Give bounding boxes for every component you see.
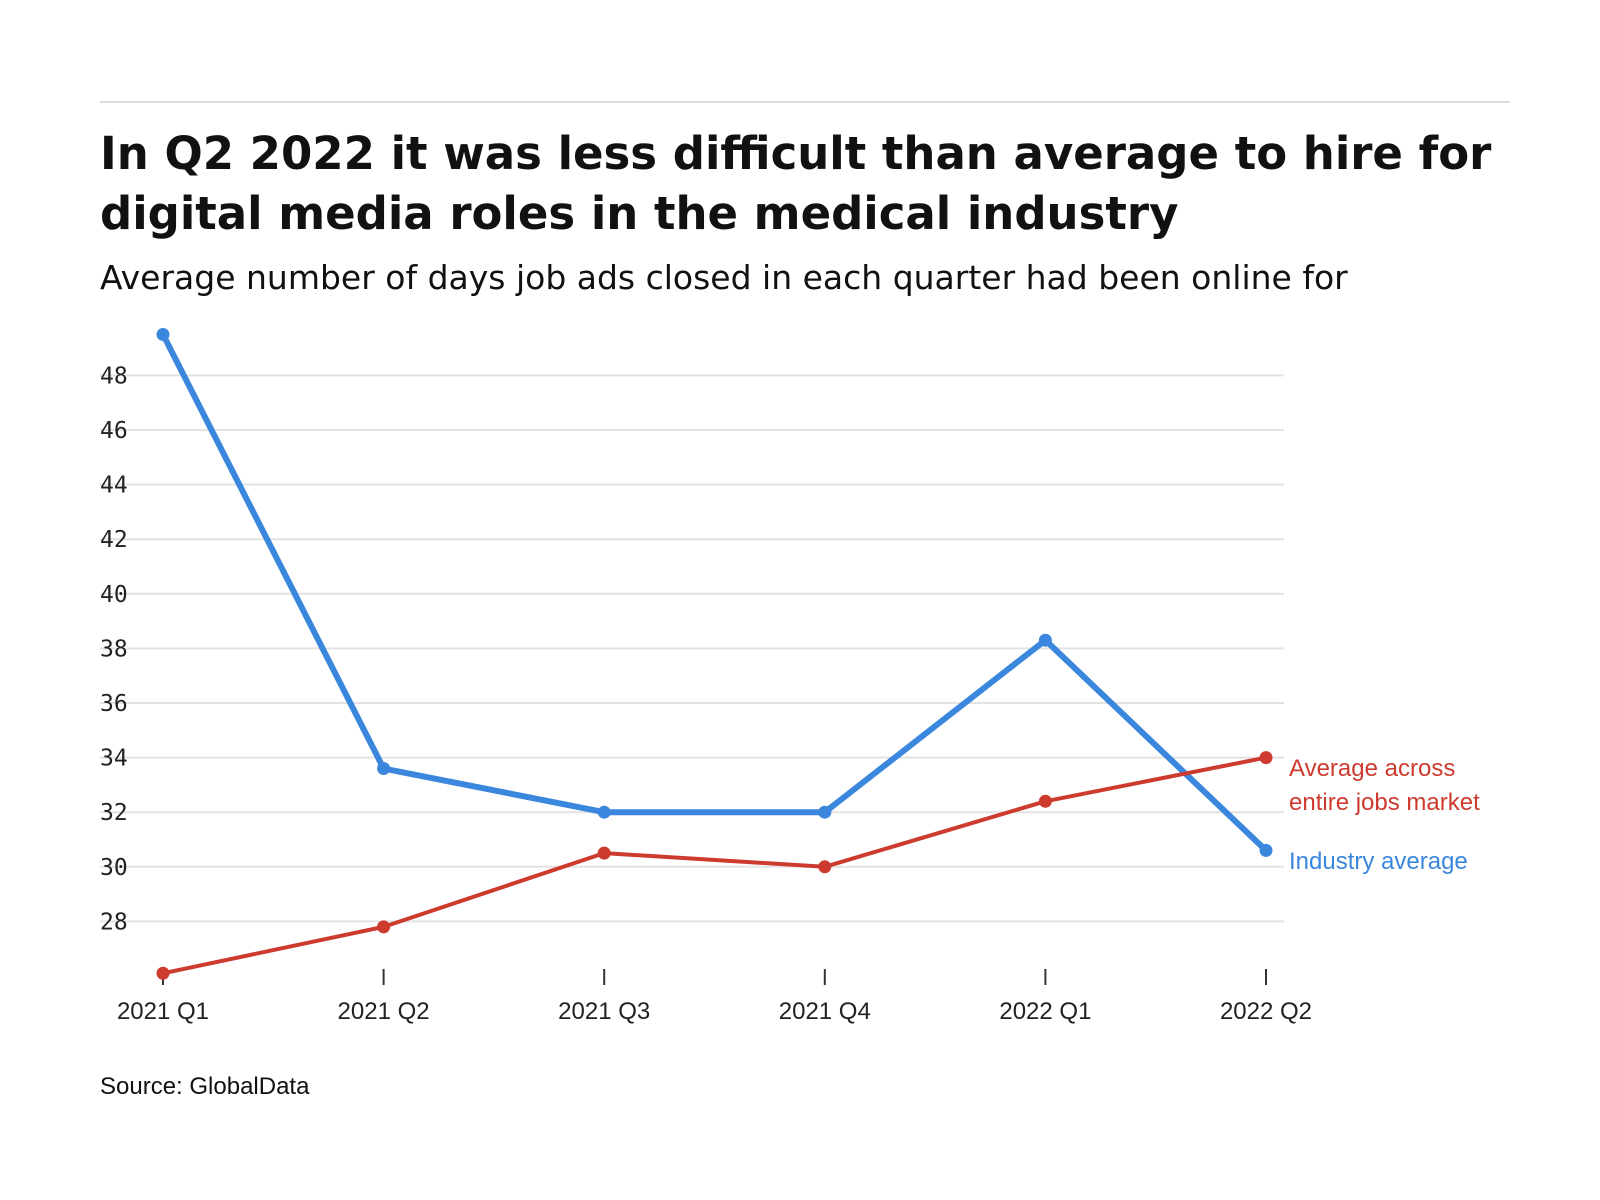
y-tick-label: 46 (100, 418, 128, 444)
x-axis-ticks: 2021 Q1 2021 Q2 2021 Q3 2021 Q4 2022 Q1 2022 … (117, 969, 1312, 1025)
x-tick-label: 2021 Q3 (558, 998, 650, 1025)
data-point (377, 762, 391, 776)
y-tick-label: 28 (100, 909, 128, 935)
data-point (818, 860, 832, 874)
source-note: Source: GlobalData (100, 1073, 310, 1100)
data-point (156, 327, 170, 341)
label-industry-average: Industry average (1289, 848, 1468, 875)
y-axis-ticks: 28 30 32 34 36 38 40 42 44 46 48 (100, 363, 128, 935)
y-tick-label: 38 (100, 636, 128, 662)
x-tick-label: 2022 Q2 (1220, 998, 1312, 1025)
x-tick-label: 2021 Q2 (338, 998, 430, 1025)
series-labels: Industry average Average across entire job… (1289, 755, 1480, 875)
y-tick-label: 32 (100, 800, 128, 826)
data-point (1259, 843, 1273, 857)
series-line (161, 755, 1268, 976)
y-tick-label: 30 (100, 855, 128, 881)
data-point (818, 805, 832, 819)
gridlines (100, 374, 1284, 923)
y-tick-label: 34 (100, 746, 128, 772)
top-rule (100, 101, 1510, 103)
data-point (597, 805, 611, 819)
y-tick-label: 44 (100, 473, 128, 499)
x-tick-label: 2022 Q1 (999, 998, 1091, 1025)
y-tick-label: 48 (100, 363, 128, 389)
series-lines (156, 327, 1273, 980)
series-market-average (156, 751, 1273, 980)
x-tick-label: 2021 Q1 (117, 998, 209, 1025)
label-market-average-line: Average across (1289, 755, 1455, 782)
y-tick-label: 36 (100, 691, 128, 717)
label-market-average-line: entire jobs market (1289, 789, 1480, 816)
data-point (1038, 794, 1052, 808)
data-point (1259, 751, 1273, 765)
data-point (597, 846, 611, 860)
data-point (156, 966, 170, 980)
data-point (377, 920, 391, 934)
chart-title: In Q2 2022 it was less difficult than av… (100, 127, 1492, 240)
chart-subtitle: Average number of days job ads closed in… (100, 258, 1348, 297)
y-tick-label: 42 (100, 527, 128, 553)
x-tick-label: 2021 Q4 (779, 998, 871, 1025)
data-point (1038, 633, 1052, 647)
y-tick-label: 40 (100, 582, 128, 608)
series-line (160, 331, 1269, 854)
series-industry-average (156, 327, 1273, 857)
